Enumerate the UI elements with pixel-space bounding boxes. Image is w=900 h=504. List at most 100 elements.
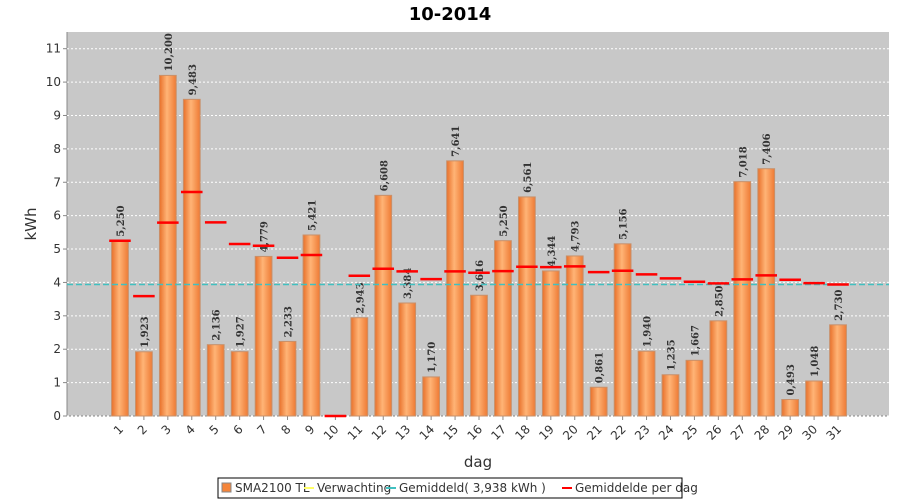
value-label: 1,235 <box>666 339 677 370</box>
legend-label: Gemiddeld( 3,938 kWh ) <box>399 481 546 495</box>
y-tick-label: 2 <box>53 342 61 356</box>
value-label: 4,779 <box>260 221 271 252</box>
bar <box>661 374 680 417</box>
x-tick-label: 4 <box>183 422 198 437</box>
value-label: 0,861 <box>595 352 606 383</box>
x-tick-label: 3 <box>159 422 174 437</box>
y-tick-label: 10 <box>46 75 61 89</box>
x-tick-label: 17 <box>488 422 509 443</box>
bar <box>350 317 369 417</box>
value-label: 0,493 <box>786 364 797 395</box>
x-tick-label: 1 <box>111 422 126 437</box>
x-tick-label: 14 <box>417 422 438 443</box>
bar <box>230 351 249 417</box>
bar <box>757 168 776 417</box>
value-label: 3,384 <box>403 268 414 299</box>
value-label: 9,483 <box>188 64 199 95</box>
bar <box>829 324 847 417</box>
x-tick-label: 19 <box>536 422 557 443</box>
x-tick-label: 15 <box>440 422 461 443</box>
bar <box>111 240 129 417</box>
x-tick-label: 7 <box>254 422 269 437</box>
bar <box>781 399 800 417</box>
value-label: 1,940 <box>643 316 654 347</box>
y-tick-label: 9 <box>53 108 61 122</box>
x-tick-label: 13 <box>393 422 414 443</box>
bar <box>685 359 704 417</box>
bar <box>805 380 823 417</box>
value-label: 7,018 <box>738 146 749 177</box>
bar <box>709 320 728 417</box>
x-tick-label: 18 <box>512 422 533 443</box>
x-tick-label: 31 <box>823 422 844 443</box>
x-tick-label: 29 <box>776 422 797 443</box>
bar <box>254 255 273 417</box>
legend-swatch <box>221 482 232 493</box>
x-tick-label: 8 <box>278 422 293 437</box>
bar <box>374 194 393 417</box>
bar <box>470 294 488 417</box>
x-tick-label: 11 <box>345 422 366 443</box>
y-axis-label: kWh <box>22 207 40 240</box>
value-label: 5,156 <box>619 208 630 239</box>
y-tick-label: 11 <box>46 42 61 56</box>
x-tick-label: 16 <box>464 422 485 443</box>
value-label: 7,406 <box>762 133 773 164</box>
bar <box>637 350 656 417</box>
bar <box>446 160 464 417</box>
bar <box>182 98 201 417</box>
bar <box>589 386 608 417</box>
y-tick-label: 0 <box>53 409 61 423</box>
x-tick-label: 27 <box>728 422 749 443</box>
x-tick-label: 23 <box>632 422 653 443</box>
value-label: 2,233 <box>284 306 295 337</box>
bar <box>565 255 584 417</box>
value-label: 2,850 <box>714 285 725 316</box>
y-tick-label: 7 <box>53 175 61 189</box>
x-tick-label: 21 <box>584 422 605 443</box>
x-tick-label: 30 <box>800 422 821 443</box>
chart-title: 10-2014 <box>409 4 492 25</box>
legend-label: Gemiddelde per dag <box>575 481 698 495</box>
value-label: 2,943 <box>355 282 366 313</box>
bar <box>613 243 632 417</box>
y-tick-label: 8 <box>53 142 61 156</box>
x-tick-label: 28 <box>752 422 773 443</box>
bar <box>733 181 752 417</box>
value-label: 10,200 <box>164 33 175 71</box>
y-tick-label: 5 <box>53 242 61 256</box>
legend-label: Verwachting <box>317 481 391 495</box>
bar <box>494 240 512 417</box>
value-label: 1,170 <box>427 342 438 373</box>
bar <box>398 302 417 417</box>
x-tick-label: 10 <box>321 422 342 443</box>
value-label: 2,136 <box>212 309 223 340</box>
y-tick-label: 3 <box>53 309 61 323</box>
value-label: 6,561 <box>523 162 534 193</box>
x-tick-label: 9 <box>302 422 317 437</box>
bar <box>422 376 441 417</box>
value-label: 5,421 <box>307 200 318 231</box>
y-tick-label: 1 <box>53 376 61 390</box>
x-tick-label: 5 <box>207 422 222 437</box>
bar <box>158 74 177 417</box>
x-tick-label: 12 <box>369 422 390 443</box>
x-tick-label: 20 <box>560 422 581 443</box>
value-label: 3,616 <box>475 260 486 291</box>
value-label: 4,344 <box>547 236 558 267</box>
bar <box>206 344 225 417</box>
bar <box>135 351 153 417</box>
x-tick-label: 22 <box>608 422 629 443</box>
bar <box>302 234 321 417</box>
value-label: 1,923 <box>140 316 151 347</box>
value-label: 5,250 <box>499 205 510 236</box>
value-label: 5,250 <box>116 205 127 236</box>
x-tick-label: 6 <box>230 422 245 437</box>
x-axis-label: dag <box>464 453 492 471</box>
value-label: 7,641 <box>451 126 462 157</box>
y-tick-label: 6 <box>53 209 61 223</box>
value-label: 2,730 <box>834 289 845 320</box>
x-tick-label: 24 <box>656 422 677 443</box>
value-label: 1,927 <box>236 316 247 347</box>
